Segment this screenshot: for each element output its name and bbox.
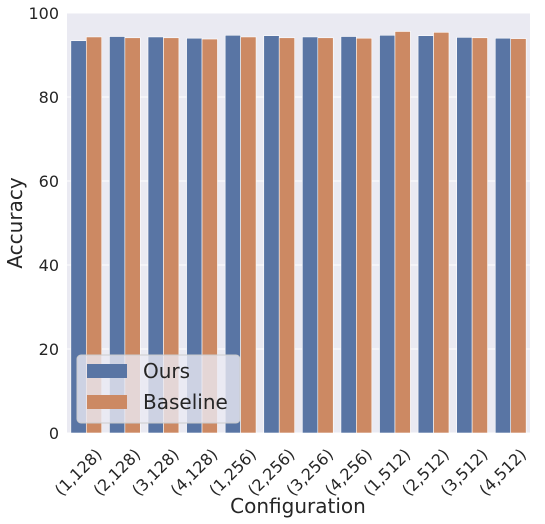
y-axis-title: Accuracy (3, 177, 27, 268)
bar-ours (494, 37, 512, 434)
bar-baseline (317, 37, 334, 434)
bar-ours (340, 36, 357, 434)
y-tick-label: 0 (49, 424, 59, 443)
legend-swatch-baseline (87, 395, 127, 409)
gridlines (67, 12, 530, 434)
legend: Ours Baseline (76, 354, 241, 424)
bar-baseline (201, 38, 218, 434)
bar-baseline (278, 37, 295, 434)
bar-baseline (163, 37, 180, 434)
bar-baseline (510, 38, 527, 434)
y-tick-label: 100 (28, 4, 59, 23)
bar-baseline (240, 36, 257, 434)
legend-label-ours: Ours (143, 359, 190, 383)
bars (70, 31, 527, 434)
bar-baseline (356, 37, 373, 434)
bar-ours (456, 37, 473, 434)
legend-label-baseline: Baseline (143, 390, 228, 414)
bar-baseline (394, 31, 411, 434)
bar-baseline (433, 32, 450, 434)
bar-ours (417, 35, 434, 434)
y-tick-label: 60 (39, 172, 59, 191)
bar-ours (302, 36, 319, 434)
bar-ours (379, 34, 396, 434)
bar-baseline (124, 37, 141, 434)
x-tick-labels: (1,128)(2,128)(3,128)(4,128)(1,256)(2,25… (51, 445, 530, 500)
bar-ours (263, 35, 280, 434)
y-tick-label: 20 (39, 340, 59, 359)
x-axis-title: Configuration (230, 494, 366, 518)
bar-baseline (471, 37, 488, 434)
legend-swatch-ours (87, 364, 127, 378)
y-tick-labels: 0 20 40 60 80 100 (28, 4, 59, 443)
y-tick-label: 40 (39, 256, 59, 275)
bar-baseline (85, 36, 103, 434)
y-tick-label: 80 (39, 88, 59, 107)
